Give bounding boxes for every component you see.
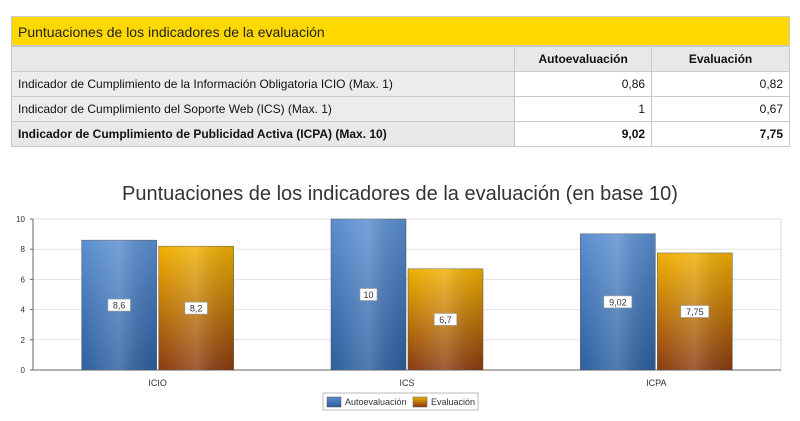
data-label-box — [184, 301, 208, 315]
table-row-total: Indicador de Cumplimiento de Publicidad … — [10, 121, 790, 147]
row-label: Indicador de Cumplimiento de Publicidad … — [10, 121, 516, 147]
row-eval-value: 0,82 — [651, 71, 790, 97]
header-autoevaluacion: Autoevaluación — [514, 46, 653, 72]
table-row: Indicador de Cumplimiento de la Informac… — [10, 71, 790, 97]
legend-label: Evaluación — [431, 397, 475, 407]
chart-title: Puntuaciones de los indicadores de la ev… — [122, 183, 678, 205]
row-eval-value: 7,75 — [651, 121, 790, 147]
y-tick-label: 6 — [21, 275, 26, 284]
data-label-box — [107, 298, 131, 312]
data-label: 8,2 — [190, 304, 203, 314]
row-auto-value: 9,02 — [514, 121, 653, 147]
legend-swatch-evaluación — [412, 396, 428, 408]
scores-grid: Autoevaluación Evaluación Indicador de C… — [10, 46, 790, 147]
y-tick-label: 2 — [21, 336, 26, 345]
y-tick-label: 0 — [21, 366, 26, 375]
row-label: Indicador de Cumplimiento del Soporte We… — [10, 96, 516, 122]
legend-swatch-autoevaluación — [326, 396, 342, 408]
header-empty — [10, 46, 516, 72]
y-tick-label: 10 — [16, 215, 25, 224]
data-label: 10 — [363, 290, 373, 300]
row-eval-value: 0,67 — [651, 96, 790, 122]
data-label-box — [359, 288, 378, 301]
data-label-box — [433, 313, 458, 326]
scores-table: Puntuaciones de los indicadores de la ev… — [10, 16, 790, 147]
y-tick-label: 4 — [21, 306, 26, 315]
y-tick-label: 8 — [21, 245, 26, 254]
row-label: Indicador de Cumplimiento de la Informac… — [10, 71, 516, 97]
data-label: 9,02 — [609, 297, 627, 307]
table-row: Indicador de Cumplimiento del Soporte We… — [10, 96, 790, 122]
x-tick-label: ICIO — [148, 378, 167, 388]
data-label: 8,6 — [113, 301, 126, 311]
legend-label: Autoevaluación — [345, 397, 407, 407]
x-tick-label: ICS — [399, 378, 414, 388]
legend — [322, 392, 479, 411]
table-header-row: Autoevaluación Evaluación — [10, 46, 790, 72]
table-title: Puntuaciones de los indicadores de la ev… — [11, 16, 790, 46]
row-auto-value: 1 — [514, 96, 653, 122]
plot-area — [32, 218, 782, 371]
data-label: 7,75 — [686, 307, 704, 317]
data-label-box — [680, 305, 710, 318]
data-label-box — [603, 295, 633, 309]
x-tick-label: ICPA — [646, 378, 666, 388]
data-label: 6,7 — [439, 315, 452, 325]
